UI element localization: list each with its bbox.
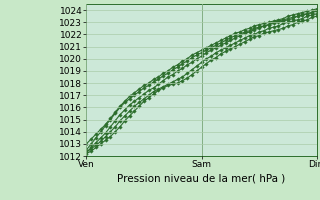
- X-axis label: Pression niveau de la mer( hPa ): Pression niveau de la mer( hPa ): [117, 173, 286, 183]
